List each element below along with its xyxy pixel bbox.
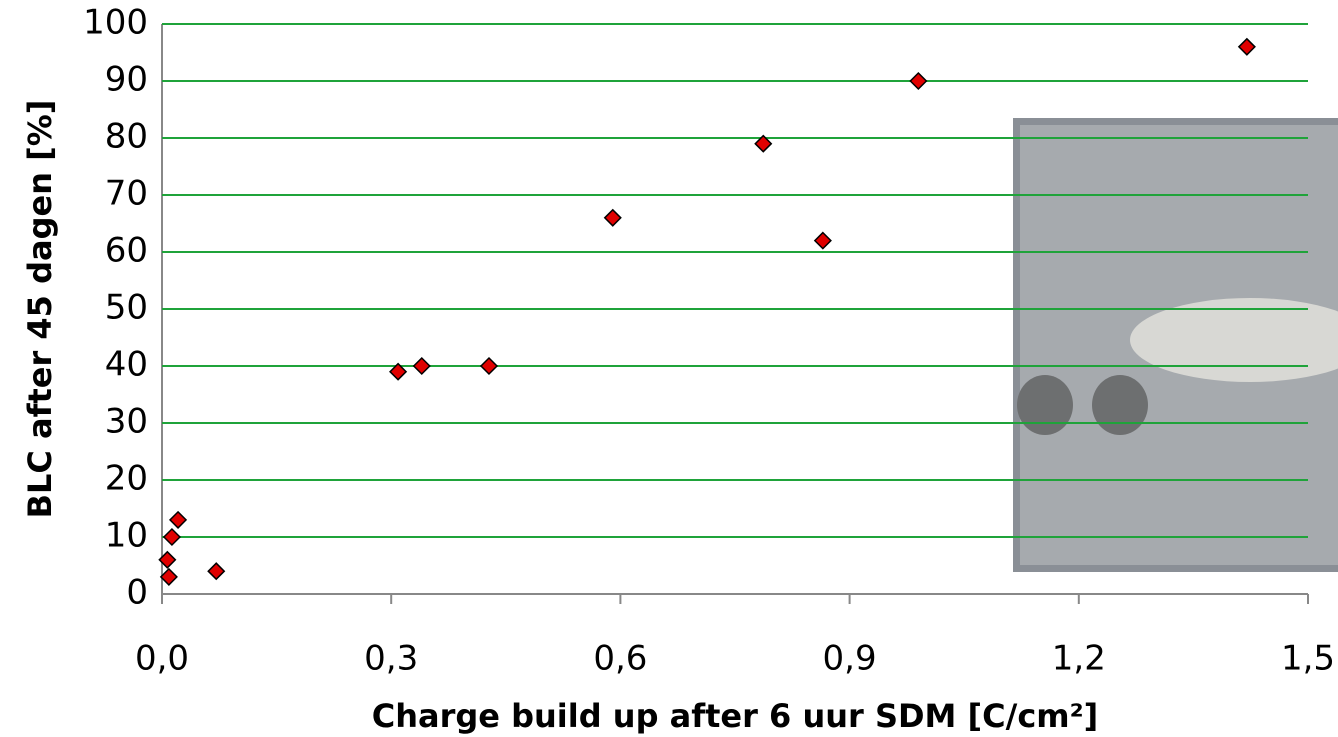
y-tick-label: 10 [105,516,148,556]
x-tick-label: 0,6 [593,639,647,679]
data-point [414,358,430,374]
chart: Charge build up after 6 uur SDM [C/cm²] … [0,0,1338,737]
y-tick-label: 70 [105,174,148,214]
data-point [170,512,186,528]
data-point [910,73,926,89]
y-tick-label: 60 [105,231,148,271]
y-tick-label: 90 [105,60,148,100]
y-tick-label: 80 [105,117,148,157]
x-tick-label: 0,0 [135,639,189,679]
y-tick-label: 20 [105,459,148,499]
data-point [164,529,180,545]
x-tick-label: 1,5 [1281,639,1335,679]
x-tick-label: 1,2 [1052,639,1106,679]
photo-overlay [1013,118,1338,572]
data-point [1239,39,1255,55]
x-tick-label: 0,9 [823,639,877,679]
y-tick-label: 40 [105,345,148,385]
x-axis-title: Charge build up after 6 uur SDM [C/cm²] [372,697,1099,735]
data-point [161,569,177,585]
y-tick-label: 0 [126,573,148,613]
y-tick-label: 100 [83,3,148,43]
y-tick-label: 30 [105,402,148,442]
x-tick-label: 0,3 [364,639,418,679]
data-point [481,358,497,374]
data-point [605,210,621,226]
data-point [815,233,831,249]
y-tick-label: 50 [105,288,148,328]
data-point [208,563,224,579]
y-axis-title: BLC after 45 dagen [%] [21,100,59,519]
